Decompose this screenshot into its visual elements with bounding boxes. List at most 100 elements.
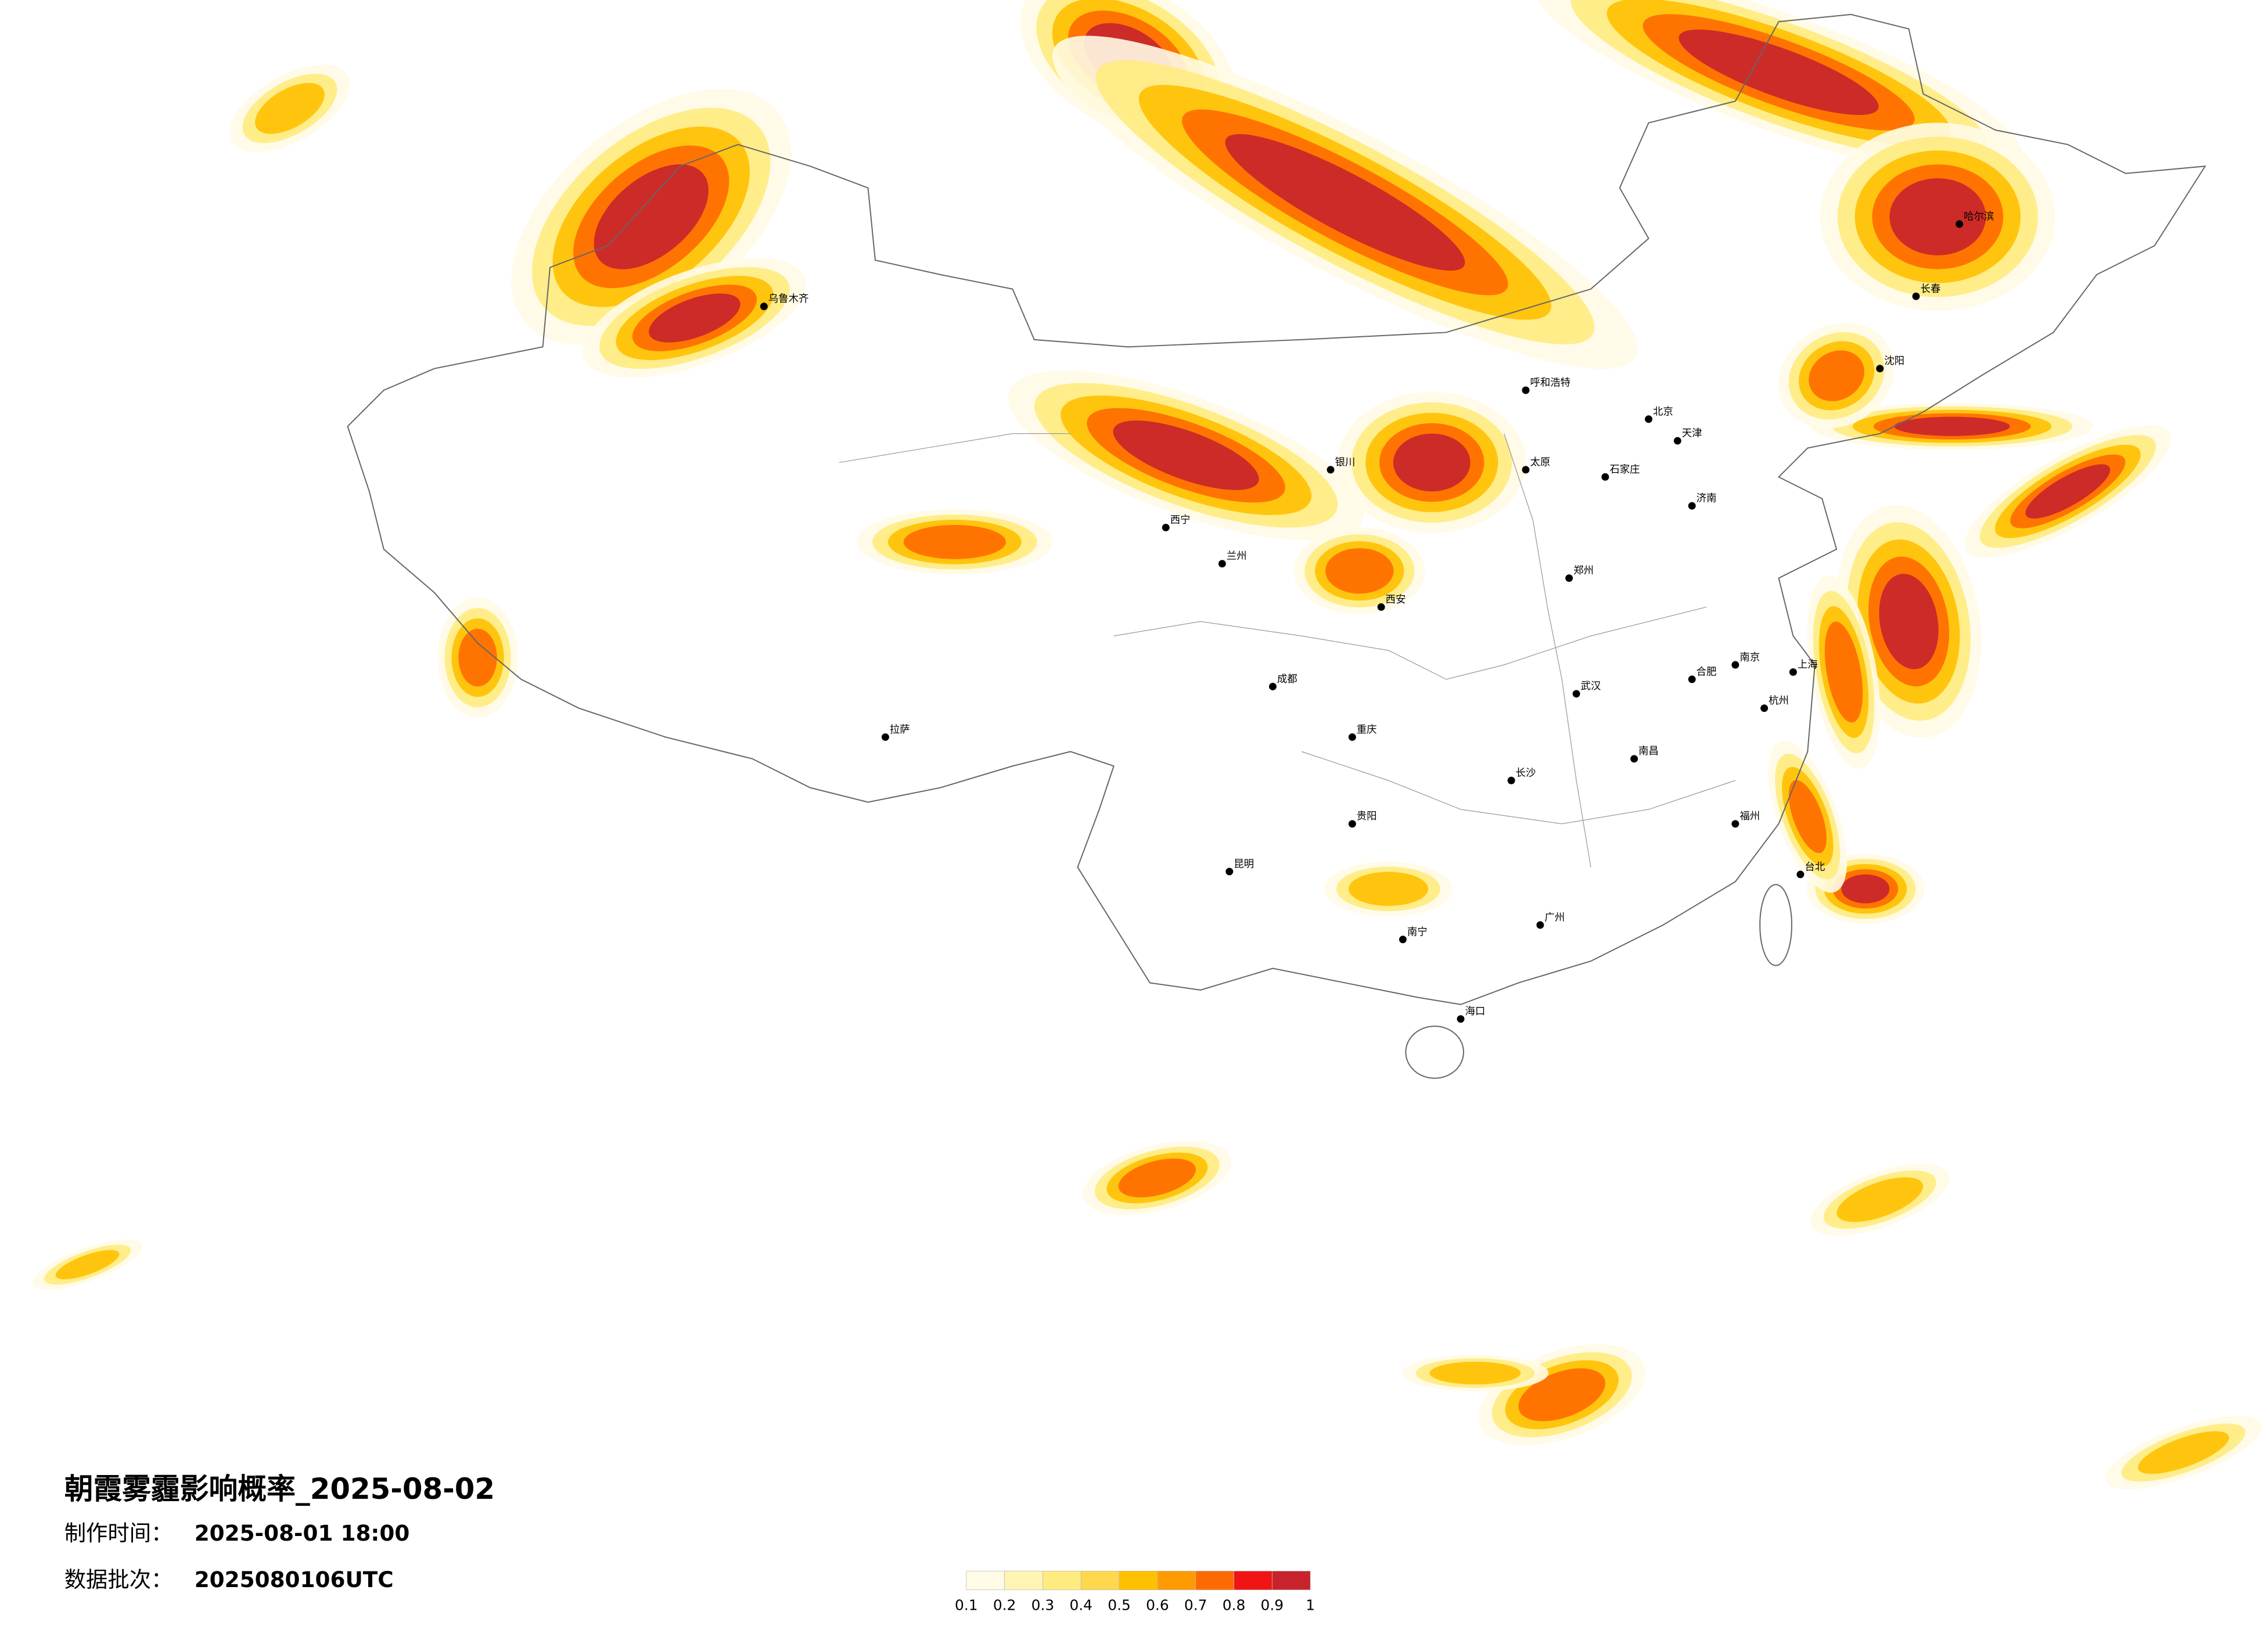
haze-area — [1393, 433, 1471, 492]
city-dot — [1731, 661, 1739, 669]
city-dot — [1688, 502, 1696, 510]
city-dot — [1268, 682, 1277, 690]
city-label: 台北 — [1805, 861, 1825, 873]
haze-area — [458, 628, 497, 687]
colorbar-bin — [966, 1571, 1005, 1591]
city-label: 呼和浩特 — [1530, 377, 1570, 389]
city-label: 郑州 — [1573, 565, 1594, 577]
haze-area — [55, 1250, 120, 1280]
haze-area — [1788, 780, 1827, 854]
city-label: 上海 — [1798, 659, 1818, 671]
colorbar-tick-label: 0.9 — [1261, 1597, 1284, 1614]
city-dot — [1377, 603, 1385, 611]
city-label: 昆明 — [1234, 858, 1254, 870]
city-label: 贵阳 — [1357, 811, 1377, 822]
country-outline — [347, 13, 2206, 1079]
city-label: 海口 — [1465, 1006, 1485, 1017]
haze-area — [1841, 874, 1890, 904]
haze-area — [903, 524, 1006, 559]
colorbar-bin — [1004, 1571, 1043, 1591]
colorbar-tick-label: 0.7 — [1184, 1597, 1207, 1614]
city-dot — [1760, 704, 1769, 713]
city-dot — [1630, 755, 1638, 763]
haze-area — [1889, 178, 1986, 256]
city-label: 南京 — [1739, 652, 1760, 663]
city-dot — [1225, 868, 1234, 876]
china-border — [347, 13, 2206, 1005]
haze-area — [1894, 416, 2010, 436]
city-label: 武汉 — [1581, 681, 1601, 692]
meta-label: 数据批次： — [64, 1567, 173, 1592]
city-dot — [1645, 415, 1653, 423]
city-label: 兰州 — [1227, 551, 1247, 562]
colorbar-tick-label: 0.6 — [1146, 1597, 1169, 1614]
city-label: 哈尔滨 — [1964, 211, 1994, 222]
city-dot — [1565, 574, 1573, 582]
haze-area — [1809, 350, 1864, 401]
colorbar-bin — [1157, 1571, 1196, 1591]
city-dot — [1688, 675, 1696, 684]
colorbar-bin — [1234, 1571, 1273, 1591]
city-dot — [1789, 668, 1797, 676]
city-label: 南昌 — [1638, 746, 1659, 757]
city-label: 合肥 — [1696, 666, 1717, 678]
city-label: 乌鲁木齐 — [768, 293, 809, 305]
haze-area — [1113, 420, 1259, 490]
city-dot — [1507, 776, 1515, 785]
haze-area — [1879, 574, 1939, 670]
city-label: 西安 — [1386, 594, 1406, 606]
city-label: 石家庄 — [1609, 464, 1640, 476]
city-label: 长沙 — [1516, 768, 1536, 779]
meta-value: 2025-08-01 18:00 — [195, 1520, 410, 1546]
city-dot — [1162, 523, 1170, 531]
city-label: 沈阳 — [1884, 355, 1904, 367]
province-border — [839, 433, 1070, 463]
city-dot — [1522, 466, 1530, 474]
city-dot — [1956, 220, 1964, 228]
haze-area — [1836, 1177, 1924, 1222]
city-label: 成都 — [1277, 674, 1297, 685]
city-dot — [1912, 292, 1920, 300]
colorbar-tick-label: 0.2 — [993, 1597, 1016, 1614]
hainan-border — [1405, 1026, 1464, 1079]
city-dot — [1348, 820, 1356, 828]
province-border — [1504, 433, 1591, 868]
colorbar-tick-label: 1 — [1306, 1597, 1315, 1614]
haze-area — [1824, 621, 1863, 723]
city-dot — [1572, 690, 1580, 698]
city-dot — [1457, 1015, 1465, 1023]
city-dot — [1796, 870, 1805, 879]
city-label: 银川 — [1335, 456, 1355, 468]
city-dot — [1876, 365, 1884, 373]
colorbar-bin — [1080, 1571, 1120, 1591]
city-dot — [1218, 560, 1226, 568]
haze-area — [1678, 29, 1879, 116]
haze-area — [594, 164, 709, 269]
colorbar-tick-label: 0.8 — [1223, 1597, 1246, 1614]
haze-area — [255, 82, 325, 134]
city-dot — [1601, 473, 1609, 481]
colorbar-bin — [1043, 1571, 1081, 1591]
colorbar: 0.1 0.2 0.3 0.4 0.5 0.6 0.7 0.8 0.9 1 — [955, 1571, 1315, 1614]
haze-area — [1325, 548, 1394, 594]
meta-label: 制作时间： — [64, 1520, 173, 1546]
city-dot — [1731, 820, 1739, 828]
city-label: 西宁 — [1170, 515, 1191, 526]
colorbar-tick-label: 0.4 — [1069, 1597, 1092, 1614]
haze-area — [2138, 1431, 2229, 1474]
haze-area — [649, 293, 741, 343]
haze-area — [2025, 464, 2111, 519]
city-label: 南宁 — [1407, 926, 1428, 938]
city-label: 天津 — [1682, 428, 1702, 440]
map-title: 朝霞雾霾影响概率_2025-08-02 — [64, 1472, 495, 1506]
haze-area — [1518, 1368, 1606, 1422]
haze-area — [1429, 1361, 1521, 1385]
colorbar-bin — [1195, 1571, 1234, 1591]
city-label: 北京 — [1653, 406, 1673, 418]
city-label: 太原 — [1530, 456, 1550, 468]
haze-area — [1118, 1158, 1196, 1197]
city-dot — [1673, 437, 1681, 445]
city-dot — [1399, 936, 1407, 944]
